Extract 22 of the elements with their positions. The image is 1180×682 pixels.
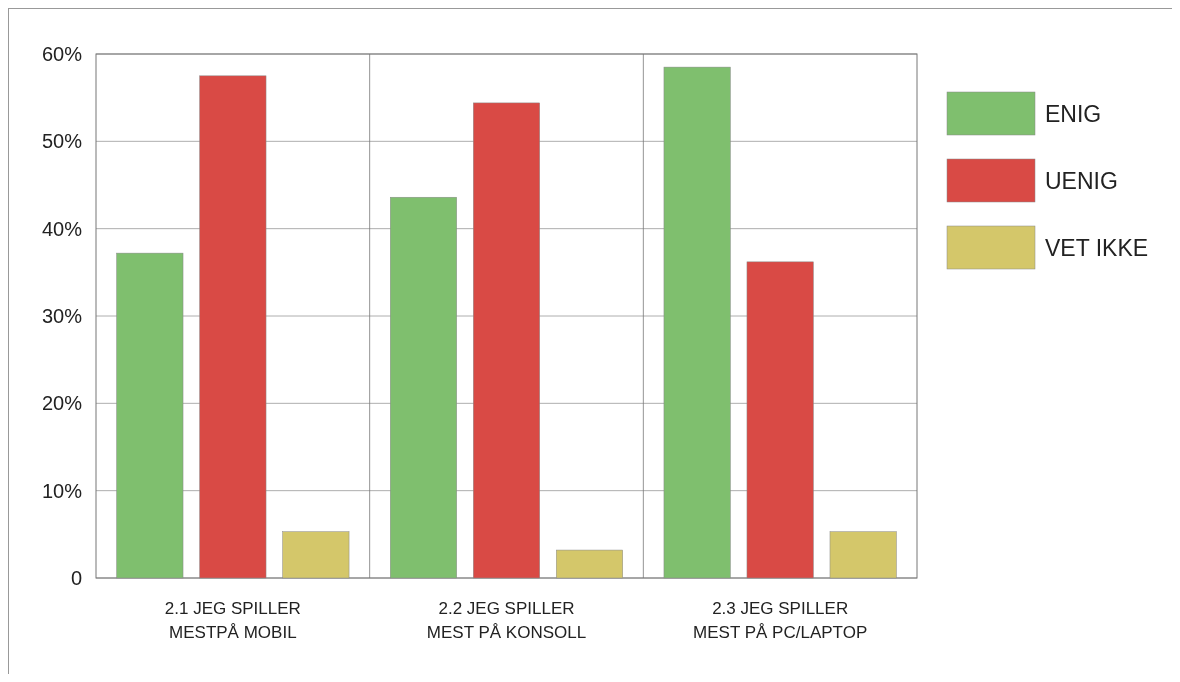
y-tick-label: 50% [41,130,83,153]
bar [390,196,457,579]
bar [663,66,731,579]
y-tick-label: 60% [41,43,83,65]
x-tick-label: 2.3 JEG SPILLER MEST PÅ PC/LAPTOP [693,599,868,642]
legend-label: UENIG [1045,168,1118,195]
y-tick-label: 0 [70,567,82,589]
bar [282,531,350,579]
y-tick-label: 30% [41,305,83,327]
x-tick-label: 2.2 JEG SPILLER MEST PÅ KONSOLL [426,599,587,642]
bar [199,75,267,579]
bar [116,252,184,579]
bar [556,549,623,579]
legend-label: ENIG [1045,101,1102,128]
y-tick-label: 20% [41,392,83,415]
y-tick-label: 10% [41,479,83,502]
y-tick-label: 40% [41,217,83,240]
bar [829,531,897,579]
legend-label: VET IKKE [1045,235,1149,262]
x-tick-label: 2.1 JEG SPILLER MESTPÅ MOBIL [164,599,301,642]
bar [473,102,540,579]
bar [746,261,814,579]
